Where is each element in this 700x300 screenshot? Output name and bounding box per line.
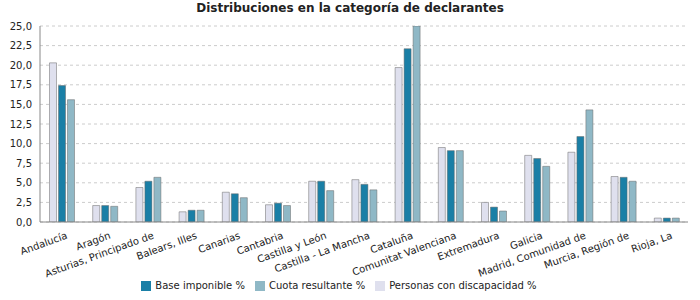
svg-text:Andalucía: Andalucía <box>19 230 69 257</box>
svg-text:Cantabria: Cantabria <box>235 229 285 257</box>
svg-text:Madrid, Comunidad de: Madrid, Comunidad de <box>476 229 588 279</box>
svg-text:Murcia, Región de: Murcia, Región de <box>542 230 630 271</box>
svg-text:22,5: 22,5 <box>10 40 32 51</box>
svg-text:Balears, Illes: Balears, Illes <box>135 230 199 262</box>
html-text:Base imponible %: Base imponible % <box>155 280 245 291</box>
svg-text:Comunitat Valenciana: Comunitat Valenciana <box>350 229 458 278</box>
svg-text:Cataluña: Cataluña <box>368 229 415 256</box>
svg-text:12,5: 12,5 <box>10 119 32 130</box>
svg-text:5,0: 5,0 <box>16 177 32 188</box>
svg-text:10,0: 10,0 <box>10 138 32 149</box>
svg-text:Aragón: Aragón <box>74 229 112 253</box>
svg-text:15,0: 15,0 <box>10 99 32 110</box>
svg-text:7,5: 7,5 <box>16 158 32 169</box>
svg-text:Asturias, Principado de: Asturias, Principado de <box>43 229 156 280</box>
svg-text:25,0: 25,0 <box>10 21 32 32</box>
svg-text:Rioja, La: Rioja, La <box>630 230 674 255</box>
svg-text:Extremadura: Extremadura <box>436 230 501 263</box>
svg-text:20,0: 20,0 <box>10 60 32 71</box>
svg-text:17,5: 17,5 <box>10 79 32 90</box>
svg-text:Canarias: Canarias <box>197 230 242 255</box>
svg-text:Galicia: Galicia <box>508 229 544 252</box>
svg-text:Castilla - La Mancha: Castilla - La Mancha <box>272 229 372 275</box>
html-text:Distribuciones en la categoría: Distribuciones en la categoría de declar… <box>196 1 504 15</box>
html-text:Personas con discapacidad %: Personas con discapacidad % <box>389 280 537 291</box>
html-text:Cuota resultante %: Cuota resultante % <box>269 280 366 291</box>
svg-text:Castilla y León: Castilla y León <box>255 229 328 265</box>
svg-text:0,0: 0,0 <box>16 217 32 228</box>
svg-text:2,5: 2,5 <box>16 197 32 208</box>
